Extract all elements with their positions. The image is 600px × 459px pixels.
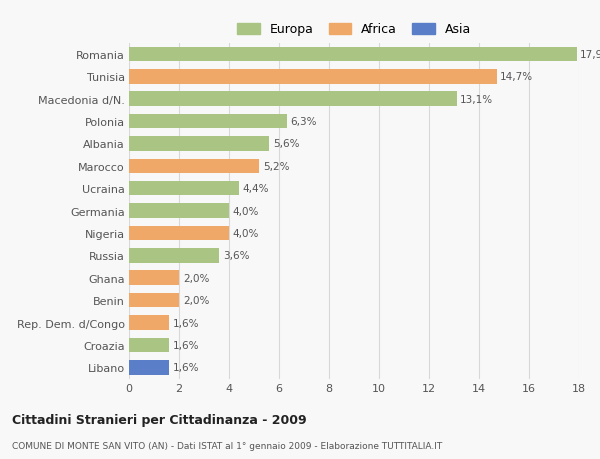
Text: 1,6%: 1,6% bbox=[173, 318, 199, 328]
Text: 17,9%: 17,9% bbox=[580, 50, 600, 60]
Text: 4,0%: 4,0% bbox=[233, 206, 259, 216]
Text: 6,3%: 6,3% bbox=[290, 117, 317, 127]
Bar bbox=[129, 293, 179, 308]
Text: 5,6%: 5,6% bbox=[273, 139, 299, 149]
Text: 2,0%: 2,0% bbox=[183, 273, 209, 283]
Bar bbox=[129, 338, 169, 353]
Bar bbox=[129, 70, 497, 84]
Bar bbox=[129, 316, 169, 330]
Bar bbox=[129, 249, 219, 263]
Bar bbox=[129, 115, 287, 129]
Text: COMUNE DI MONTE SAN VITO (AN) - Dati ISTAT al 1° gennaio 2009 - Elaborazione TUT: COMUNE DI MONTE SAN VITO (AN) - Dati IST… bbox=[12, 441, 442, 450]
Bar bbox=[129, 182, 239, 196]
Bar bbox=[129, 360, 169, 375]
Text: 14,7%: 14,7% bbox=[500, 72, 533, 82]
Bar bbox=[129, 48, 577, 62]
Bar bbox=[129, 159, 259, 174]
Text: 4,4%: 4,4% bbox=[243, 184, 269, 194]
Text: 1,6%: 1,6% bbox=[173, 363, 199, 373]
Text: 13,1%: 13,1% bbox=[460, 95, 493, 105]
Text: Cittadini Stranieri per Cittadinanza - 2009: Cittadini Stranieri per Cittadinanza - 2… bbox=[12, 413, 307, 426]
Bar bbox=[129, 137, 269, 151]
Bar bbox=[129, 92, 457, 106]
Text: 2,0%: 2,0% bbox=[183, 296, 209, 306]
Text: 5,2%: 5,2% bbox=[263, 162, 289, 172]
Text: 1,6%: 1,6% bbox=[173, 340, 199, 350]
Bar bbox=[129, 204, 229, 218]
Bar bbox=[129, 271, 179, 285]
Text: 4,0%: 4,0% bbox=[233, 229, 259, 239]
Text: 3,6%: 3,6% bbox=[223, 251, 249, 261]
Bar bbox=[129, 226, 229, 241]
Legend: Europa, Africa, Asia: Europa, Africa, Asia bbox=[233, 20, 475, 40]
